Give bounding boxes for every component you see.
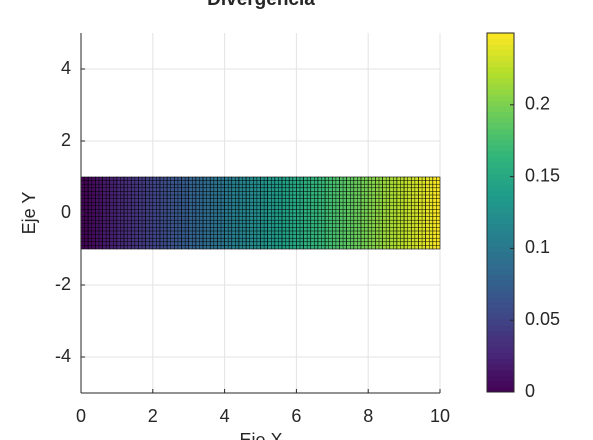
- x-tick-label: 8: [363, 406, 373, 426]
- colorbar-segment: [487, 246, 514, 253]
- colorbar-segment: [487, 133, 514, 141]
- colorbar-segment: [487, 380, 514, 387]
- colorbar-segment: [487, 274, 514, 281]
- colorbar-segment: [487, 178, 514, 185]
- colorbar-segment: [487, 229, 514, 236]
- colorbar-tick-label: 0.2: [525, 94, 550, 114]
- colorbar-segment: [487, 49, 514, 56]
- colorbar-segment: [487, 330, 514, 337]
- colorbar-segment: [487, 363, 514, 371]
- colorbar-segment: [487, 262, 514, 270]
- colorbar-segment: [487, 55, 514, 62]
- colorbar-segment: [487, 117, 514, 124]
- colorbar-segment: [487, 184, 514, 191]
- colorbar-segment: [487, 285, 514, 292]
- colorbar-segment: [487, 173, 514, 180]
- colorbar-segment: [487, 319, 514, 326]
- colorbar-segment: [487, 61, 514, 68]
- colorbar-segment: [487, 212, 514, 219]
- y-tick-label: 0: [61, 202, 71, 222]
- colorbar-segment: [487, 145, 514, 152]
- colorbar-segment: [487, 386, 514, 393]
- colorbar-tick-label: 0.05: [525, 309, 560, 329]
- colorbar-segment: [487, 347, 514, 354]
- colorbar-segment: [487, 218, 514, 225]
- colorbar-segment: [487, 375, 514, 382]
- colorbar-segment: [487, 195, 514, 202]
- colorbar-tick-label: 0: [525, 381, 535, 401]
- colorbar-segment: [487, 335, 514, 343]
- colorbar-segment: [487, 313, 514, 320]
- y-tick-label: -4: [55, 346, 71, 366]
- colorbar-segment: [487, 122, 514, 129]
- colorbar-segment: [487, 369, 514, 376]
- y-tick-label: -2: [55, 274, 71, 294]
- x-tick-label: 2: [148, 406, 158, 426]
- colorbar-segment: [487, 268, 514, 275]
- colorbar-segment: [487, 111, 514, 118]
- colorbar-frame: [486, 32, 515, 393]
- colorbar-segment: [487, 38, 514, 45]
- x-axis-label: Eje X: [239, 430, 282, 440]
- x-tick-label: 6: [291, 406, 301, 426]
- colorbar-segment: [487, 150, 514, 157]
- x-tick-label: 4: [220, 406, 230, 426]
- colorbar-segment: [487, 223, 514, 230]
- x-tick-label: 10: [430, 406, 450, 426]
- colorbar-segment: [487, 94, 514, 101]
- colorbar-segment: [487, 324, 514, 331]
- colorbar-segment: [487, 240, 514, 247]
- colorbar-segment: [487, 307, 514, 314]
- colorbar-segment: [487, 251, 514, 258]
- colorbar-segment: [487, 83, 514, 90]
- chart-title: Divergencia: [207, 0, 315, 10]
- y-tick-label: 2: [61, 130, 71, 150]
- colorbar-segment: [487, 100, 514, 107]
- colorbar-tick-label: 0.15: [525, 165, 560, 185]
- y-axis-label: Eje Y: [19, 192, 39, 235]
- colorbar-segment: [487, 77, 514, 84]
- colorbar-segment: [487, 44, 514, 51]
- colorbar-segment: [487, 206, 514, 213]
- colorbar-segment: [487, 156, 514, 163]
- colorbar-tick-label: 0.1: [525, 237, 550, 257]
- colorbar-segment: [487, 72, 514, 79]
- colorbar-segment: [487, 352, 514, 359]
- colorbar-segment: [487, 190, 514, 197]
- colorbar-segment: [487, 139, 514, 146]
- colorbar-segment: [487, 358, 514, 365]
- colorbar-segment: [487, 257, 514, 264]
- colorbar-segment: [487, 341, 514, 348]
- colorbar-segment: [487, 302, 514, 309]
- colorbar-segment: [487, 291, 514, 298]
- colorbar-segment: [487, 89, 514, 96]
- colorbar-segment: [487, 279, 514, 286]
- colorbar-segment: [487, 234, 514, 242]
- colorbar-segment: [487, 66, 514, 73]
- y-tick-label: 4: [61, 58, 71, 78]
- colorbar-segment: [487, 105, 514, 113]
- colorbar-segment: [487, 167, 514, 174]
- x-tick-label: 0: [76, 406, 86, 426]
- colorbar-segment: [487, 201, 514, 208]
- colorbar-segment: [487, 162, 514, 169]
- colorbar-segment: [487, 296, 514, 303]
- colorbar-segment: [487, 128, 514, 135]
- colorbar-segment: [487, 33, 514, 40]
